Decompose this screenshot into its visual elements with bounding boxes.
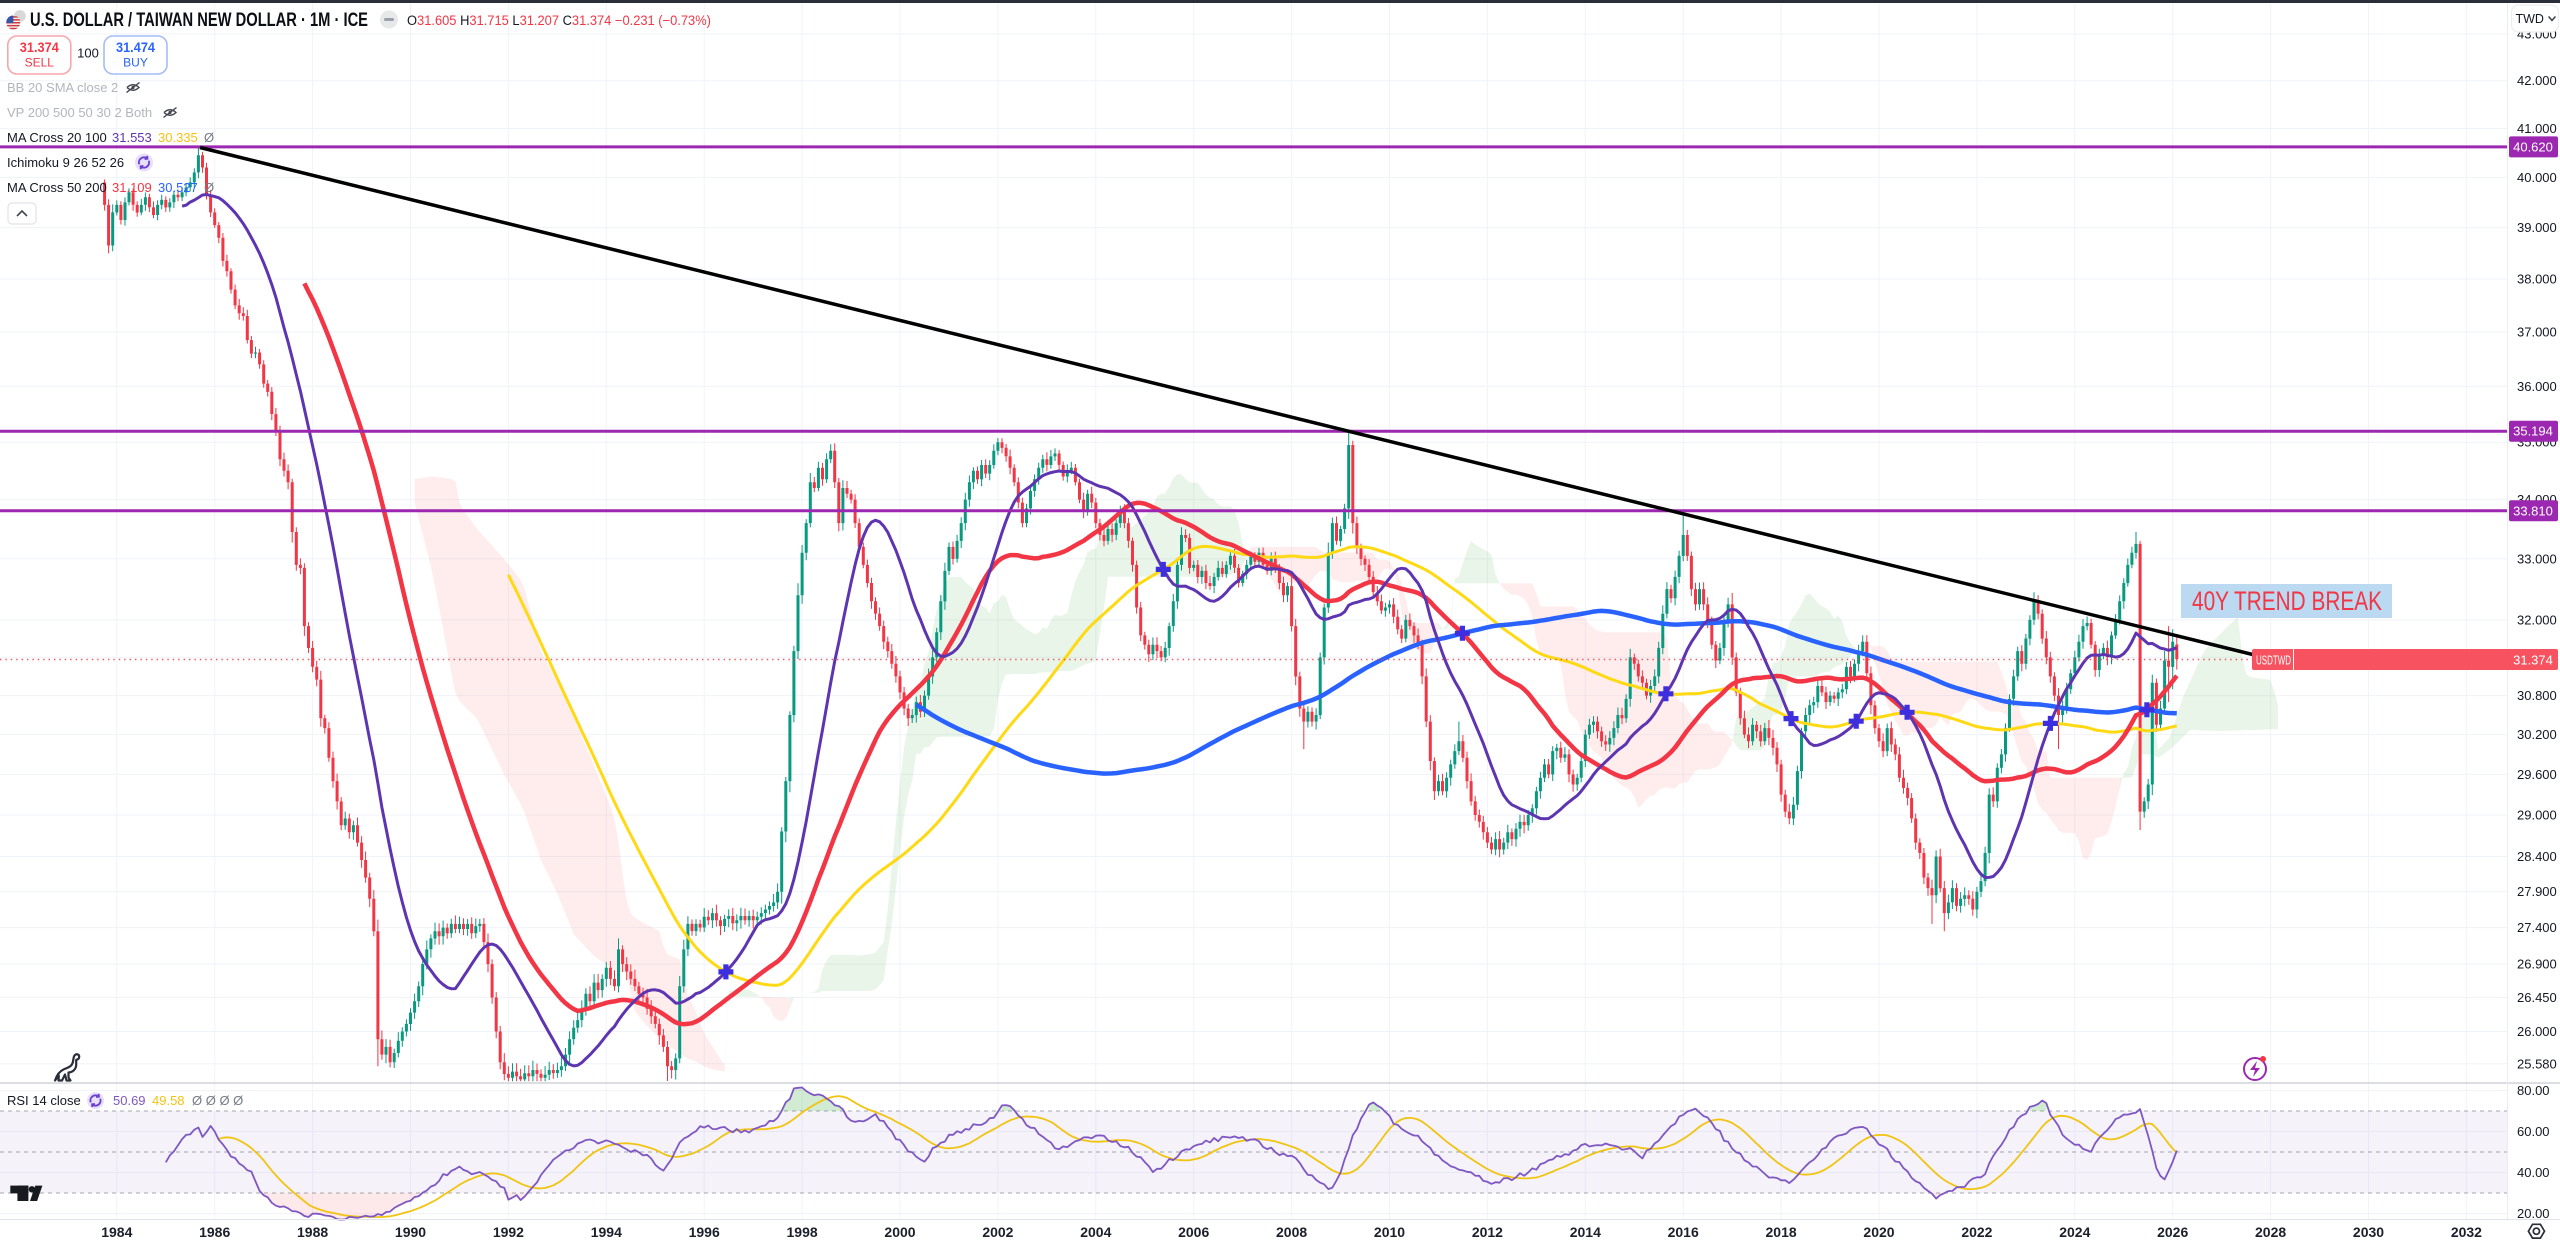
- svg-text:32.000: 32.000: [2517, 612, 2557, 627]
- svg-text:BUY: BUY: [123, 56, 148, 70]
- svg-text:31.474: 31.474: [116, 40, 155, 55]
- svg-text:28.400: 28.400: [2517, 849, 2557, 864]
- svg-text:40Y TREND BREAK: 40Y TREND BREAK: [2192, 586, 2382, 616]
- svg-text:26.000: 26.000: [2517, 1024, 2557, 1039]
- svg-text:30.200: 30.200: [2517, 727, 2557, 742]
- svg-text:40.00: 40.00: [2517, 1165, 2550, 1180]
- svg-text:20.00: 20.00: [2517, 1206, 2550, 1221]
- svg-text:2022: 2022: [1961, 1224, 1992, 1240]
- svg-text:1990: 1990: [395, 1224, 426, 1240]
- svg-text:1994: 1994: [591, 1224, 622, 1240]
- svg-text:35.194: 35.194: [2513, 424, 2553, 439]
- svg-text:41.000: 41.000: [2517, 121, 2557, 136]
- svg-text:27.900: 27.900: [2517, 884, 2557, 899]
- svg-text:1988: 1988: [297, 1224, 328, 1240]
- svg-text:1998: 1998: [787, 1224, 818, 1240]
- svg-text:2006: 2006: [1178, 1224, 1209, 1240]
- svg-text:25.580: 25.580: [2517, 1056, 2557, 1071]
- svg-text:36.000: 36.000: [2517, 379, 2557, 394]
- svg-text:39.000: 39.000: [2517, 220, 2557, 235]
- svg-text:Ichimoku 9 26 52 26: Ichimoku 9 26 52 26: [7, 155, 124, 170]
- svg-text:TWD: TWD: [2516, 12, 2544, 26]
- svg-text:1984: 1984: [101, 1224, 132, 1240]
- svg-text:2026: 2026: [2157, 1224, 2188, 1240]
- svg-text:33.810: 33.810: [2513, 503, 2553, 518]
- svg-text:27.400: 27.400: [2517, 920, 2557, 935]
- svg-text:38.000: 38.000: [2517, 272, 2557, 287]
- svg-text:1992: 1992: [493, 1224, 524, 1240]
- svg-text:2024: 2024: [2059, 1224, 2090, 1240]
- svg-text:31.374: 31.374: [2513, 653, 2553, 668]
- svg-text:VP 200 500 50 30 2 Both: VP 200 500 50 30 2 Both: [7, 105, 152, 120]
- svg-text:31.374: 31.374: [20, 40, 59, 55]
- svg-text:RSI 14 close: RSI 14 close: [7, 1093, 81, 1108]
- svg-text:2018: 2018: [1766, 1224, 1797, 1240]
- svg-text:BB 20 SMA close 2: BB 20 SMA close 2: [7, 80, 118, 95]
- svg-text:29.600: 29.600: [2517, 767, 2557, 782]
- svg-text:2012: 2012: [1472, 1224, 1503, 1240]
- svg-text:40.620: 40.620: [2513, 139, 2553, 154]
- svg-text:SELL: SELL: [25, 56, 55, 70]
- svg-text:U.S. DOLLAR / TAIWAN NEW DOLLA: U.S. DOLLAR / TAIWAN NEW DOLLAR · 1M · I…: [30, 10, 368, 31]
- svg-text:2028: 2028: [2255, 1224, 2286, 1240]
- svg-text:100: 100: [77, 46, 99, 61]
- svg-text:1986: 1986: [199, 1224, 230, 1240]
- svg-text:2020: 2020: [1863, 1224, 1894, 1240]
- svg-text:2008: 2008: [1276, 1224, 1307, 1240]
- svg-text:2010: 2010: [1374, 1224, 1405, 1240]
- svg-text:33.000: 33.000: [2517, 551, 2557, 566]
- svg-text:2002: 2002: [982, 1224, 1013, 1240]
- svg-text:2016: 2016: [1668, 1224, 1699, 1240]
- svg-text:60.00: 60.00: [2517, 1124, 2550, 1139]
- svg-text:2032: 2032: [2451, 1224, 2482, 1240]
- svg-text:80.00: 80.00: [2517, 1083, 2550, 1098]
- svg-text:26.900: 26.900: [2517, 957, 2557, 972]
- svg-text:2004: 2004: [1080, 1224, 1111, 1240]
- svg-text:2014: 2014: [1570, 1224, 1601, 1240]
- svg-text:42.000: 42.000: [2517, 73, 2557, 88]
- svg-text:37.000: 37.000: [2517, 325, 2557, 340]
- svg-text:30.800: 30.800: [2517, 688, 2557, 703]
- svg-text:1996: 1996: [689, 1224, 720, 1240]
- svg-text:26.450: 26.450: [2517, 990, 2557, 1005]
- svg-text:USDTWD: USDTWD: [2256, 653, 2291, 668]
- svg-text:2000: 2000: [884, 1224, 915, 1240]
- svg-text:O31.605 H31.715 L31.207 C31.37: O31.605 H31.715 L31.207 C31.374 −0.231 (…: [407, 13, 711, 28]
- svg-text:29.000: 29.000: [2517, 808, 2557, 823]
- svg-text:40.000: 40.000: [2517, 170, 2557, 185]
- svg-text:2030: 2030: [2353, 1224, 2384, 1240]
